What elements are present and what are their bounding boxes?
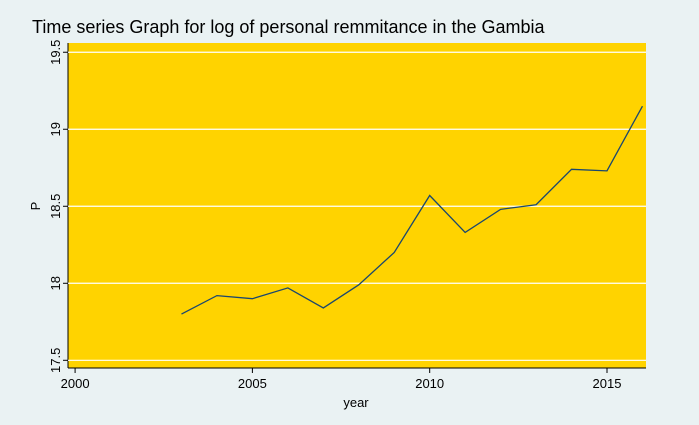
chart-title: Time series Graph for log of personal re… xyxy=(32,17,546,37)
y-axis-label: P xyxy=(28,202,43,211)
y-tick-label: 17.5 xyxy=(48,348,63,373)
x-tick-label: 2010 xyxy=(415,376,444,391)
y-tick-label: 19 xyxy=(48,122,63,136)
y-tick-label: 18 xyxy=(48,276,63,290)
plot-area xyxy=(68,43,646,368)
x-tick-label: 2015 xyxy=(593,376,622,391)
y-tick-label: 18.5 xyxy=(48,194,63,219)
x-tick-label: 2005 xyxy=(238,376,267,391)
x-tick-label: 2000 xyxy=(61,376,90,391)
line xyxy=(181,105,644,315)
y-tick-label: 19.5 xyxy=(48,40,63,65)
x-axis-label: year xyxy=(343,395,369,410)
